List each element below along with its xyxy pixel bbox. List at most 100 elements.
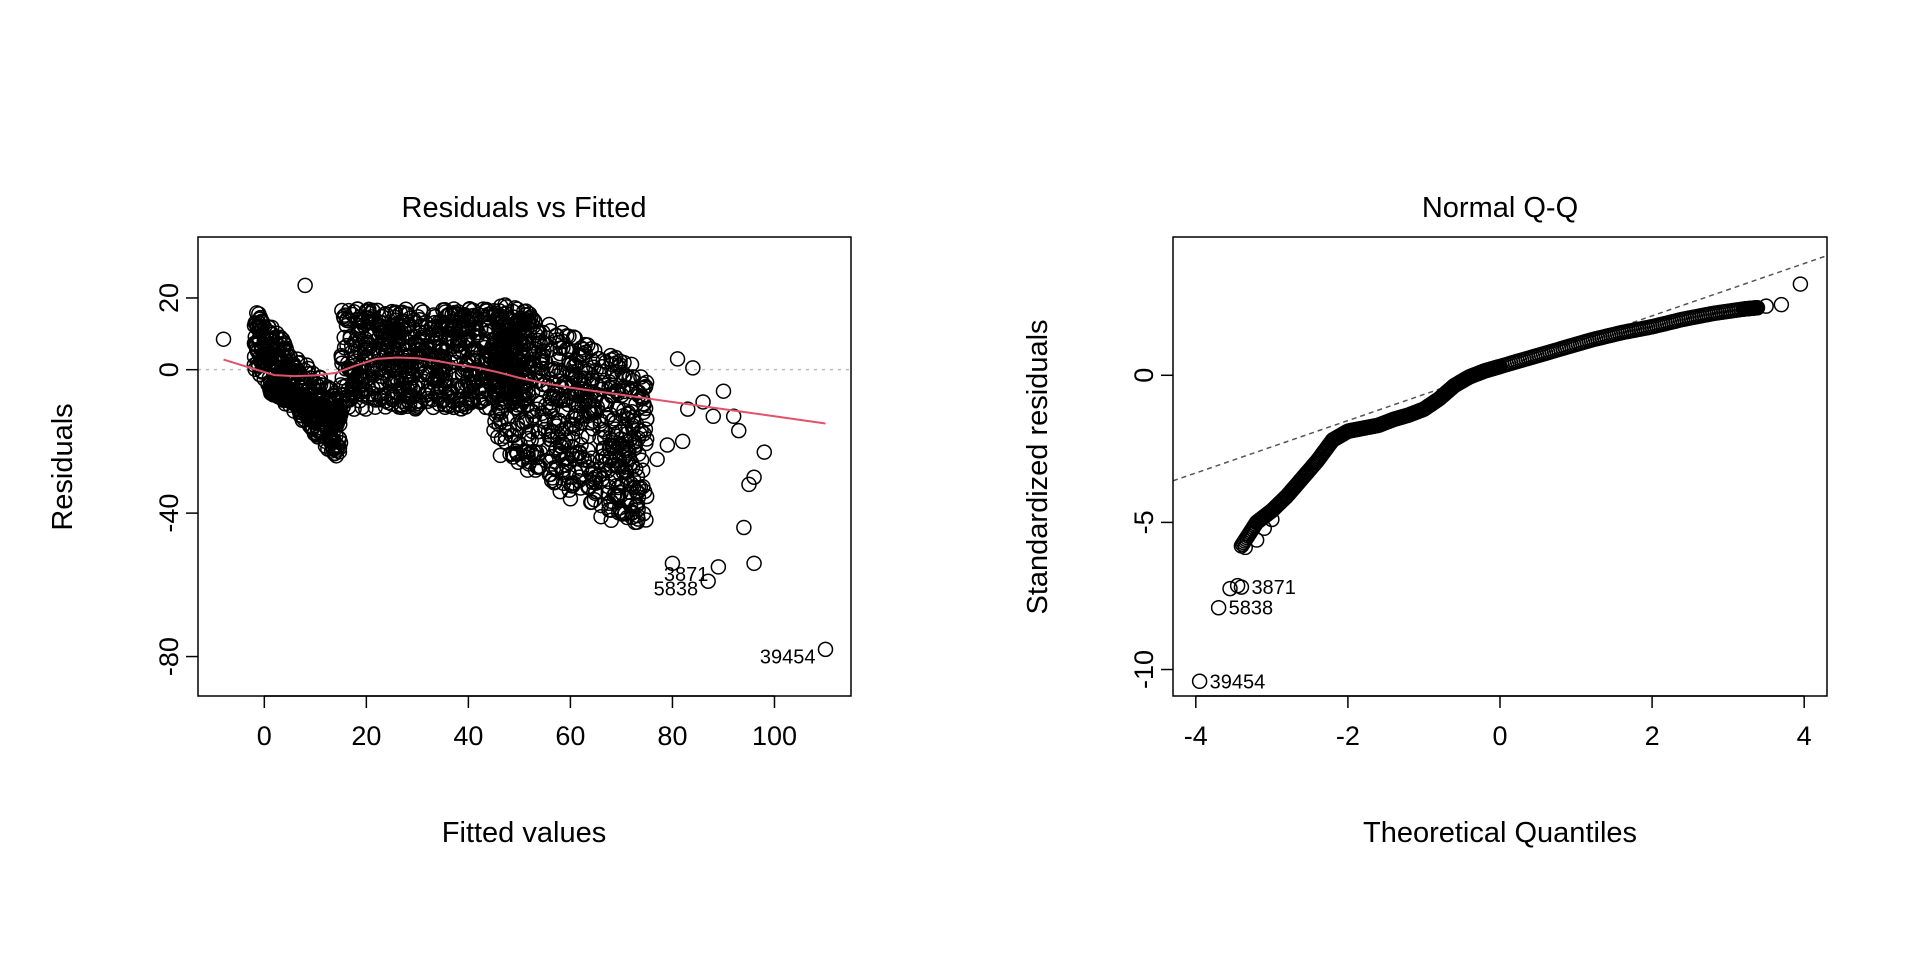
y-axis-label: Standardized residuals bbox=[1022, 319, 1054, 614]
data-point bbox=[344, 384, 360, 401]
data-point bbox=[260, 345, 277, 361]
data-point bbox=[606, 411, 622, 427]
data-point bbox=[498, 355, 514, 372]
qq-point bbox=[1758, 298, 1774, 314]
data-point bbox=[548, 327, 564, 344]
data-point bbox=[489, 382, 505, 399]
outlier-point bbox=[817, 641, 834, 658]
y-tick-label: 0 bbox=[1129, 368, 1159, 383]
qq-point bbox=[1264, 511, 1280, 528]
data-point bbox=[330, 438, 346, 454]
y-tick-label: -80 bbox=[154, 637, 184, 676]
data-point bbox=[588, 483, 604, 500]
plot-region bbox=[1173, 254, 1827, 690]
data-point bbox=[741, 476, 757, 493]
data-point bbox=[618, 469, 635, 486]
data-point bbox=[615, 464, 632, 481]
data-point bbox=[417, 364, 433, 381]
data-point bbox=[736, 519, 752, 536]
data-point bbox=[574, 429, 590, 445]
outlier-point bbox=[1210, 599, 1227, 616]
data-point bbox=[287, 392, 304, 408]
data-point bbox=[393, 399, 410, 416]
data-point bbox=[297, 362, 313, 379]
data-point bbox=[512, 436, 528, 452]
x-tick-label: 0 bbox=[257, 721, 272, 751]
data-point bbox=[389, 385, 406, 401]
data-point bbox=[491, 341, 507, 358]
data-point bbox=[725, 408, 742, 425]
data-point bbox=[252, 311, 268, 327]
data-point bbox=[625, 369, 641, 385]
data-point bbox=[356, 317, 372, 334]
x-tick-label: 80 bbox=[657, 721, 687, 751]
data-point bbox=[365, 380, 381, 397]
y-tick-label: -10 bbox=[1129, 650, 1159, 689]
data-point bbox=[608, 382, 624, 399]
data-point bbox=[564, 475, 580, 492]
data-point bbox=[669, 351, 686, 367]
data-point bbox=[247, 315, 264, 331]
data-point bbox=[301, 365, 317, 382]
data-point bbox=[356, 341, 373, 357]
data-point bbox=[451, 314, 467, 331]
data-point bbox=[584, 370, 601, 386]
data-point bbox=[685, 360, 701, 376]
qq-point bbox=[1222, 580, 1238, 597]
data-point bbox=[638, 374, 655, 391]
data-point bbox=[630, 501, 646, 518]
data-point bbox=[521, 430, 537, 447]
point-label: 3871 bbox=[1251, 577, 1296, 599]
data-point bbox=[407, 334, 424, 351]
data-point bbox=[365, 389, 382, 406]
data-point bbox=[600, 462, 616, 479]
data-point bbox=[425, 399, 441, 416]
data-point bbox=[507, 435, 523, 451]
data-point bbox=[530, 430, 546, 447]
data-point bbox=[572, 347, 588, 364]
x-tick-label: -4 bbox=[1184, 721, 1208, 751]
data-point bbox=[552, 483, 568, 500]
data-point bbox=[409, 398, 426, 414]
data-point bbox=[634, 462, 651, 479]
data-point bbox=[517, 382, 534, 398]
data-point bbox=[533, 356, 549, 373]
data-point bbox=[401, 366, 417, 383]
data-point bbox=[523, 445, 540, 461]
data-point bbox=[263, 378, 279, 395]
data-point bbox=[552, 393, 569, 409]
data-point bbox=[468, 320, 484, 337]
data-point bbox=[454, 367, 471, 384]
x-axis-label: Fitted values bbox=[442, 817, 606, 849]
data-point bbox=[254, 314, 271, 331]
data-point bbox=[409, 376, 426, 393]
data-point bbox=[608, 478, 625, 494]
data-point bbox=[379, 356, 395, 372]
data-point bbox=[506, 394, 522, 411]
data-point bbox=[517, 307, 533, 323]
data-point bbox=[323, 409, 340, 426]
data-point bbox=[358, 303, 375, 319]
data-point bbox=[705, 408, 722, 425]
data-point bbox=[587, 474, 604, 490]
data-point bbox=[603, 512, 619, 529]
qq-point bbox=[1237, 539, 1253, 556]
data-point bbox=[513, 310, 529, 327]
data-point bbox=[509, 416, 526, 432]
data-point bbox=[617, 367, 633, 383]
data-point bbox=[401, 395, 418, 412]
data-point bbox=[264, 326, 280, 342]
data-point bbox=[746, 555, 762, 572]
data-point bbox=[450, 396, 467, 412]
data-point bbox=[342, 330, 359, 346]
x-tick-label: 20 bbox=[351, 721, 381, 751]
data-point bbox=[518, 347, 534, 364]
x-tick-label: 40 bbox=[453, 721, 483, 751]
point-label: 39454 bbox=[760, 646, 816, 668]
point-label: 5838 bbox=[654, 578, 699, 600]
data-point bbox=[568, 404, 585, 421]
data-point bbox=[288, 393, 305, 409]
data-point bbox=[580, 479, 596, 495]
data-point bbox=[579, 337, 596, 353]
